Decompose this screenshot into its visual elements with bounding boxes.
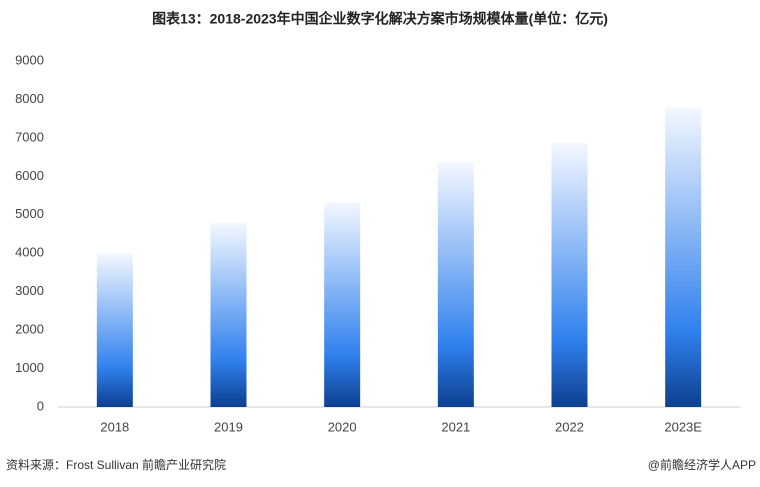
bar [437, 162, 474, 407]
y-tick-label: 2000 [15, 322, 44, 337]
credit: @前瞻经济学人APP [648, 457, 756, 472]
y-tick-label: 5000 [15, 206, 44, 221]
y-tick-label: 8000 [15, 91, 44, 106]
y-tick-label: 6000 [15, 168, 44, 183]
chart-title: 图表13：2018-2023年中国企业数字化解决方案市场规模体量(单位：亿元) [152, 11, 608, 27]
y-tick-label: 9000 [15, 52, 44, 67]
x-tick-label: 2022 [555, 419, 584, 434]
bar [96, 253, 133, 407]
bar [324, 202, 361, 407]
y-tick-label: 1000 [15, 360, 44, 375]
source: 资料来源：Frost Sullivan 前瞻产业研究院 [6, 457, 226, 472]
y-tick-label: 4000 [15, 245, 44, 260]
y-tick-label: 0 [37, 398, 44, 413]
bar [210, 222, 247, 407]
bar [551, 142, 588, 408]
x-tick-label: 2021 [441, 419, 470, 434]
y-tick-label: 7000 [15, 129, 44, 144]
x-tick-label: 2019 [214, 419, 243, 434]
bar [665, 107, 702, 407]
x-tick-label: 2023E [664, 419, 702, 434]
x-tick-label: 2020 [328, 419, 357, 434]
y-tick-label: 3000 [15, 283, 44, 298]
x-tick-label: 2018 [100, 419, 129, 434]
